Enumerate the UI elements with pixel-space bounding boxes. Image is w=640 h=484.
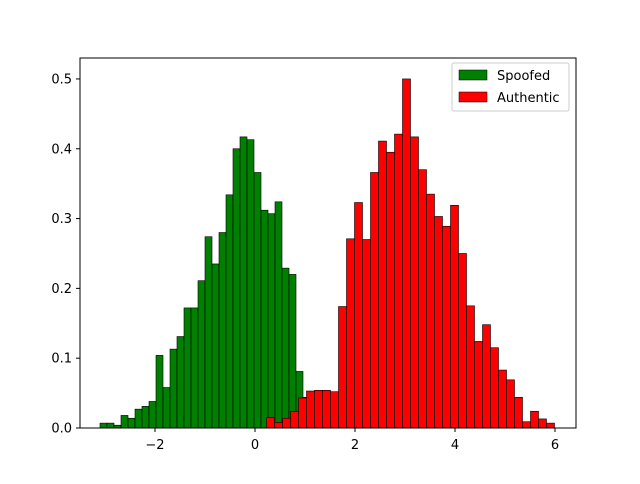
- y-tick-label: 0.0: [51, 422, 72, 437]
- bar-authentic-3: [290, 410, 299, 429]
- bar-authentic-1: [274, 422, 283, 429]
- x-tick-label: 0: [251, 438, 259, 453]
- y-axis: 0.0 0.1 0.2 0.3 0.4 0.5: [51, 72, 80, 437]
- bar-authentic-35: [546, 422, 555, 429]
- y-tick-label: 0.2: [51, 282, 72, 297]
- bar-authentic-25: [466, 305, 475, 429]
- legend-swatch-spoofed: [458, 69, 488, 81]
- bar-spoofed-23: [260, 209, 269, 429]
- x-axis: −2 0 2 4 6: [145, 428, 559, 453]
- bar-spoofed-21: [246, 139, 255, 429]
- bar-spoofed-1: [106, 422, 115, 429]
- bar-spoofed-27: [288, 274, 297, 429]
- bar-spoofed-20: [239, 136, 248, 429]
- bar-authentic-18: [410, 136, 419, 429]
- bar-spoofed-25: [274, 201, 283, 429]
- bar-authentic-9: [338, 306, 347, 429]
- series-spoofed: [99, 136, 346, 429]
- y-tick-label: 0.1: [51, 352, 72, 367]
- x-tick-label: 6: [551, 438, 559, 453]
- legend-label-authentic: Authentic: [497, 91, 560, 106]
- bar-authentic-23: [450, 205, 459, 429]
- bar-authentic-32: [522, 421, 531, 429]
- bar-authentic-26: [474, 341, 483, 429]
- bar-authentic-14: [378, 140, 387, 429]
- bar-authentic-22: [442, 225, 451, 429]
- bar-authentic-28: [490, 347, 499, 429]
- bar-spoofed-22: [253, 172, 262, 429]
- bar-spoofed-15: [204, 236, 213, 429]
- x-tick-label: 4: [451, 438, 459, 453]
- bar-authentic-33: [530, 410, 539, 429]
- bar-spoofed-8: [155, 355, 164, 429]
- bar-spoofed-12: [183, 307, 192, 429]
- bar-authentic-21: [434, 216, 443, 429]
- y-tick-label: 0.3: [51, 212, 72, 227]
- bar-authentic-15: [386, 151, 395, 429]
- bar-authentic-34: [538, 418, 547, 429]
- bar-spoofed-17: [218, 232, 227, 429]
- bar-spoofed-9: [162, 387, 171, 429]
- bar-authentic-2: [282, 417, 291, 429]
- bar-spoofed-18: [225, 194, 234, 429]
- bar-spoofed-11: [176, 336, 185, 429]
- bar-spoofed-19: [232, 148, 241, 429]
- bar-authentic-4: [298, 397, 307, 429]
- legend-label-spoofed: Spoofed: [497, 69, 550, 84]
- bar-authentic-29: [498, 369, 507, 429]
- x-tick-label: −2: [145, 438, 164, 453]
- bar-spoofed-13: [190, 307, 199, 429]
- legend-swatch-authentic: [458, 91, 488, 103]
- series-authentic: [266, 78, 555, 429]
- legend: Spoofed Authentic: [451, 62, 570, 112]
- bar-authentic-16: [394, 133, 403, 429]
- bar-authentic-31: [514, 396, 523, 429]
- bar-authentic-11: [354, 202, 363, 429]
- bar-authentic-27: [482, 324, 491, 429]
- axes-frame: [79, 57, 577, 429]
- y-tick-label: 0.5: [51, 72, 72, 87]
- bars-layer: [99, 78, 555, 429]
- bar-spoofed-7: [148, 401, 157, 429]
- bar-authentic-19: [418, 169, 427, 429]
- bar-spoofed-5: [134, 408, 143, 429]
- bar-spoofed-26: [281, 267, 290, 429]
- bar-authentic-20: [426, 193, 435, 429]
- bar-spoofed-4: [127, 417, 136, 429]
- bar-authentic-7: [322, 390, 331, 429]
- bar-spoofed-6: [141, 406, 150, 429]
- bar-authentic-30: [506, 379, 515, 429]
- bar-authentic-6: [314, 390, 323, 429]
- bar-authentic-24: [458, 253, 467, 429]
- bar-authentic-10: [346, 238, 355, 429]
- bar-spoofed-24: [267, 213, 276, 429]
- bar-authentic-13: [370, 172, 379, 429]
- y-tick-label: 0.4: [51, 142, 72, 157]
- bar-spoofed-10: [169, 348, 178, 429]
- x-tick-label: 2: [351, 438, 359, 453]
- bar-authentic-8: [330, 391, 339, 429]
- bar-spoofed-3: [120, 415, 129, 429]
- bar-spoofed-14: [197, 280, 206, 429]
- bar-authentic-17: [402, 78, 411, 429]
- bar-spoofed-16: [211, 263, 220, 429]
- bar-authentic-5: [306, 390, 315, 429]
- bar-authentic-12: [362, 239, 371, 429]
- bar-spoofed-0: [99, 422, 108, 429]
- bar-authentic-0: [266, 417, 275, 429]
